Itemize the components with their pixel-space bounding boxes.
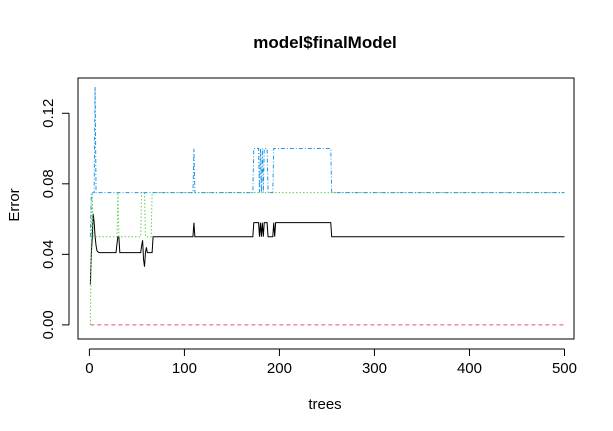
x-axis-label: trees [308,396,341,413]
data-series [89,86,565,326]
plot-area-frame [77,77,575,340]
x-tick-label: 400 [457,360,482,377]
y-tick-label: 0.04 [40,240,57,269]
y-axis-label: Error [6,188,23,221]
chart-title: model$finalModel [253,33,397,52]
x-tick-label: 300 [362,360,387,377]
y-tick-label: 0.00 [40,310,57,339]
y-tick-label: 0.08 [40,169,57,198]
series-line-3 [89,192,565,325]
x-tick-label: 100 [172,360,197,377]
x-tick-label: 200 [267,360,292,377]
series-line-1 [89,213,565,285]
x-tick-label: 500 [552,360,577,377]
x-axis: 0 100 200 300 400 500 [85,348,577,377]
y-axis: 0.00 0.04 0.08 0.12 [40,99,70,339]
series-line-4 [89,86,565,237]
x-tick-label: 0 [85,360,93,377]
y-tick-label: 0.12 [40,99,57,128]
